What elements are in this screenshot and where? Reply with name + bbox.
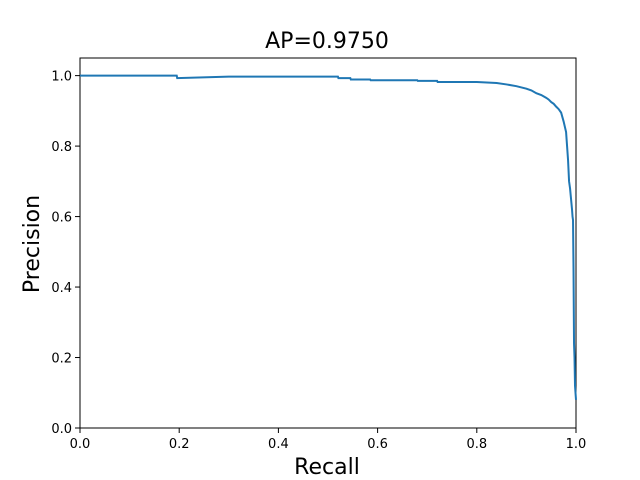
y-axis-ticks: 0.0 0.2 0.4 0.6 0.8 1.0 bbox=[51, 70, 80, 437]
x-tick-label: 0.8 bbox=[466, 437, 487, 452]
y-tick-label: 1.0 bbox=[51, 70, 72, 85]
chart-title: AP=0.9750 bbox=[265, 29, 389, 54]
x-tick-label: 0.4 bbox=[268, 437, 289, 452]
x-tick-label: 0.6 bbox=[367, 437, 388, 452]
y-tick-label: 0.4 bbox=[51, 281, 72, 296]
precision-recall-series-line bbox=[80, 74, 577, 400]
x-tick-label: 1.0 bbox=[566, 437, 587, 452]
y-tick-label: 0.0 bbox=[51, 422, 72, 437]
x-tick-label: 0.0 bbox=[70, 437, 91, 452]
x-axis-label: Recall bbox=[294, 455, 360, 480]
plot-frame bbox=[79, 57, 577, 429]
y-tick-label: 0.2 bbox=[51, 352, 72, 367]
x-axis-ticks: 0.0 0.2 0.4 0.6 0.8 1.0 bbox=[70, 428, 587, 452]
y-axis-label: Precision bbox=[20, 195, 45, 293]
plot-area: 0.0 0.2 0.4 0.6 0.8 1.0 0.0 0.2 0.4 0.6 0.8 1.0 bbox=[51, 57, 587, 452]
x-tick-label: 0.2 bbox=[169, 437, 190, 452]
y-tick-label: 0.8 bbox=[51, 140, 72, 155]
y-tick-label: 0.6 bbox=[51, 211, 72, 226]
